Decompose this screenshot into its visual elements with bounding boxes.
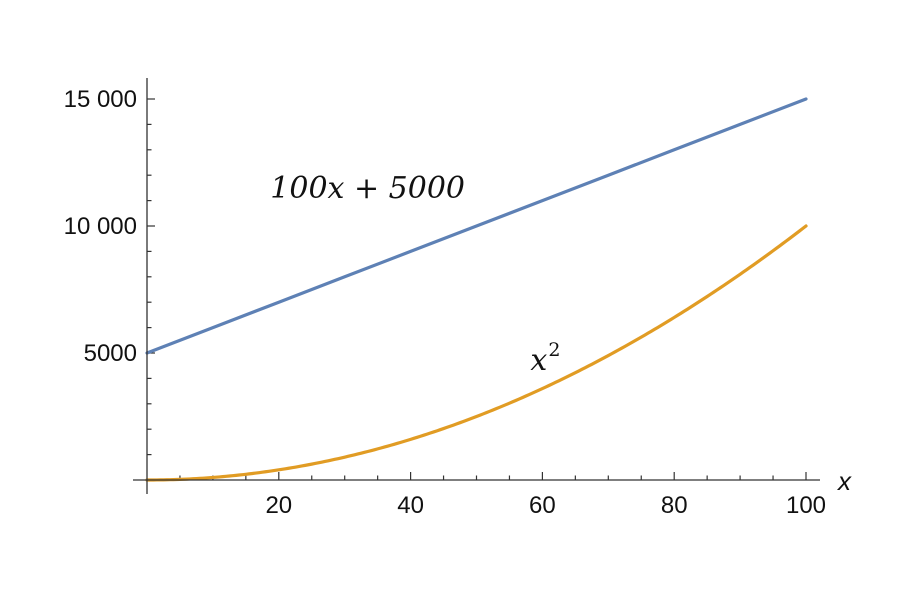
series-quadratic-line bbox=[145, 224, 808, 482]
x-tick-label: 80 bbox=[661, 492, 688, 519]
ticks-layer bbox=[147, 98, 807, 480]
y-tick-label: 5000 bbox=[84, 340, 137, 367]
quadratic-curve-label-exponent: 2 bbox=[548, 339, 560, 361]
series-linear-line bbox=[145, 97, 808, 355]
quadratic-curve-label: x bbox=[530, 343, 547, 378]
y-tick-label: 10 000 bbox=[64, 213, 137, 240]
x-tick-label: 20 bbox=[265, 492, 292, 519]
linear-curve-label: 100x + 5000 bbox=[270, 171, 465, 206]
x-tick-label: 100 bbox=[786, 492, 826, 519]
labels-layer: 20 40 60 80 100 5000 10 000 15 000 100x + 5000 x 2 bbox=[64, 86, 826, 519]
x-tick-label: 40 bbox=[397, 492, 424, 519]
y-tick-label: 15 000 bbox=[64, 86, 137, 113]
x-axis-label: x bbox=[836, 466, 852, 496]
x-tick-label: 60 bbox=[529, 492, 556, 519]
series-layer bbox=[145, 97, 808, 482]
